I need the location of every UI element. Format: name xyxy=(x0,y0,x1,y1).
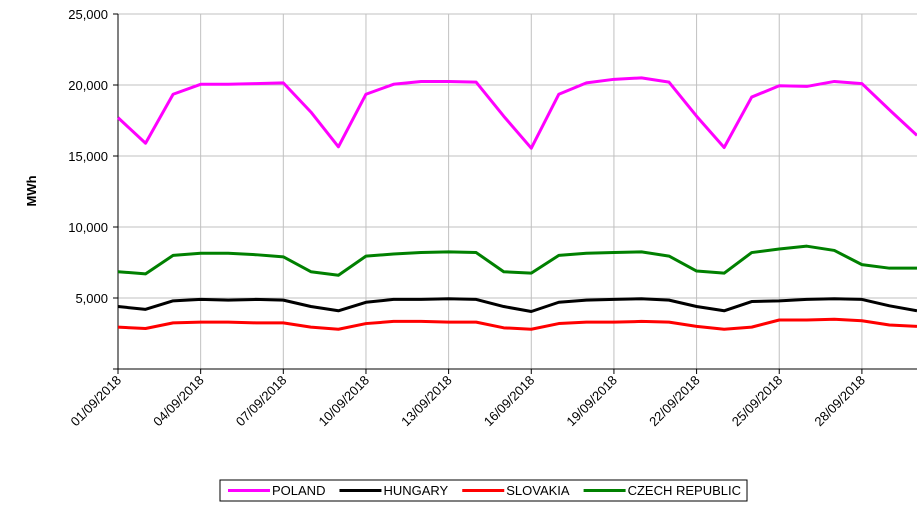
legend: POLAND HUNGARY SLOVAKIA CZECH REPUBLIC xyxy=(219,479,748,502)
series-line xyxy=(116,76,917,150)
legend-label: SLOVAKIA xyxy=(506,483,570,498)
legend-label: CZECH REPUBLIC xyxy=(628,483,741,498)
x-tick-label: 13/09/2018 xyxy=(398,373,455,430)
y-tick-label: 25,000 xyxy=(68,7,108,22)
y-tick-label: 15,000 xyxy=(68,149,108,164)
series-line xyxy=(117,244,917,277)
x-tick-label: 16/09/2018 xyxy=(481,373,538,430)
y-tick-label: 5,000 xyxy=(75,291,108,306)
y-tick-label: 10,000 xyxy=(68,220,108,235)
x-tick-label: 22/09/2018 xyxy=(646,373,703,430)
y-tick-label: 20,000 xyxy=(68,78,108,93)
x-tick-label: 25/09/2018 xyxy=(729,373,786,430)
y-axis-label: MWh xyxy=(24,175,39,206)
x-tick-label: 07/09/2018 xyxy=(233,373,290,430)
x-tick-label: 10/09/2018 xyxy=(315,373,372,430)
x-tick-label: 01/09/2018 xyxy=(67,373,124,430)
x-tick-label: 28/09/2018 xyxy=(811,373,868,430)
x-tick-label: 19/09/2018 xyxy=(563,373,620,430)
series-line xyxy=(117,297,917,313)
x-tick-label: 04/09/2018 xyxy=(150,373,207,430)
series-line xyxy=(117,317,917,331)
legend-label: HUNGARY xyxy=(383,483,448,498)
legend-label: POLAND xyxy=(272,483,325,498)
